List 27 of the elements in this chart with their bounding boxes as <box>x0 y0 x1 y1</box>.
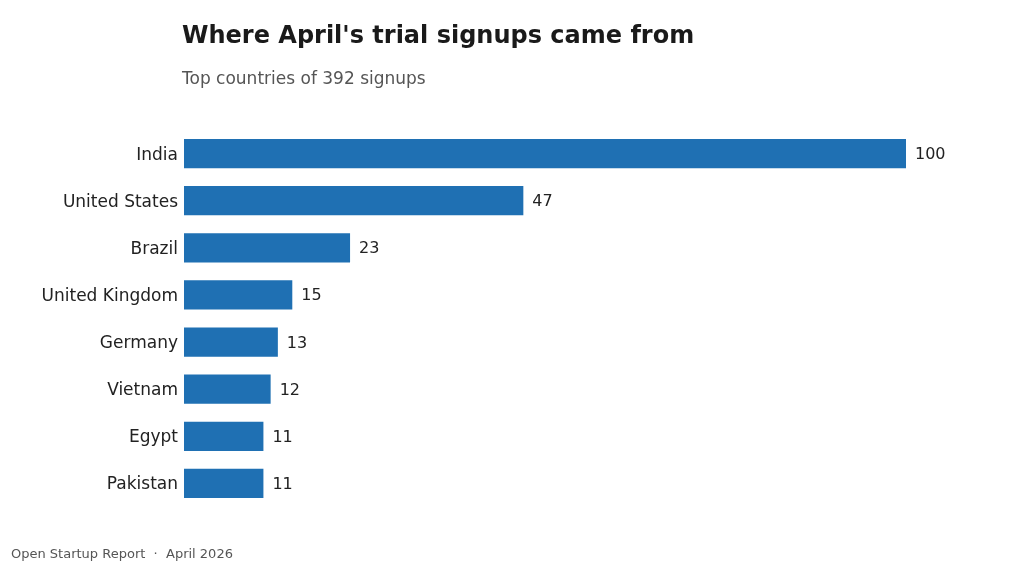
y-tick-label: Germany <box>99 332 178 353</box>
y-tick-label: Brazil <box>130 237 178 258</box>
bar <box>184 421 264 451</box>
bar <box>184 327 278 357</box>
y-tick-label: Egypt <box>128 426 179 447</box>
data-label: 13 <box>286 332 308 352</box>
bar <box>184 186 524 216</box>
bar <box>184 280 293 310</box>
data-label: 100 <box>915 144 946 164</box>
data-label: 47 <box>532 191 553 211</box>
data-label: 15 <box>301 285 322 305</box>
y-tick-label: United Kingdom <box>41 284 178 305</box>
y-tick-label: Pakistan <box>106 473 178 494</box>
y-tick-label: United States <box>62 190 179 211</box>
y-tick-label: India <box>136 143 178 164</box>
data-label: 11 <box>272 473 293 493</box>
bar <box>184 374 271 404</box>
data-label: 11 <box>272 426 293 446</box>
data-label: 12 <box>279 379 300 399</box>
bar <box>184 138 906 169</box>
chart-title: Where April's trial signups came from <box>182 21 695 49</box>
bar <box>184 233 351 263</box>
data-label: 23 <box>359 238 380 258</box>
y-tick-label: Vietnam <box>107 379 178 400</box>
chart-subtitle: Top countries of 392 signups <box>181 67 426 88</box>
text: Open Startup Report · April 2026 <box>11 546 233 561</box>
bar <box>184 468 264 499</box>
